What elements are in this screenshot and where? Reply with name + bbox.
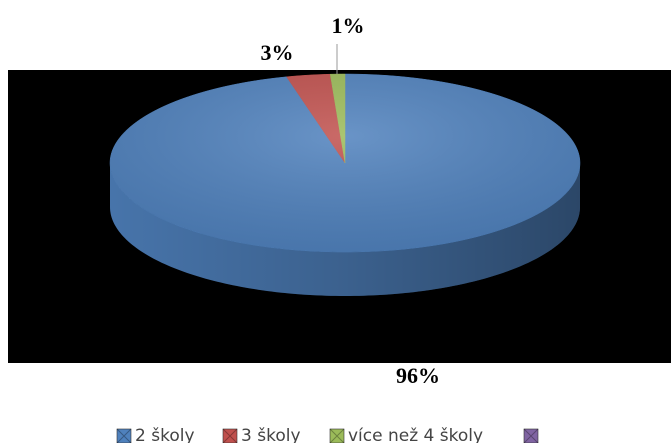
data-label: 3%: [261, 40, 294, 65]
slice-side-shade: [110, 163, 580, 296]
legend-swatch-cross: [329, 428, 345, 443]
legend-swatch-cross: [523, 428, 539, 443]
slice-shine: [110, 74, 580, 252]
legend-label: více než 4 školy: [348, 426, 483, 443]
legend-swatch-cross: [222, 428, 238, 443]
legend-swatch-cross: [116, 428, 132, 443]
legend-swatch: [523, 428, 539, 443]
legend-label: 3 školy: [241, 426, 301, 443]
legend-swatch: [116, 428, 132, 443]
legend-label: 2 školy: [135, 426, 195, 443]
legend-swatch: [329, 428, 345, 443]
data-label: 1%: [332, 13, 365, 38]
data-label: 96%: [396, 363, 440, 388]
legend-swatch: [222, 428, 238, 443]
